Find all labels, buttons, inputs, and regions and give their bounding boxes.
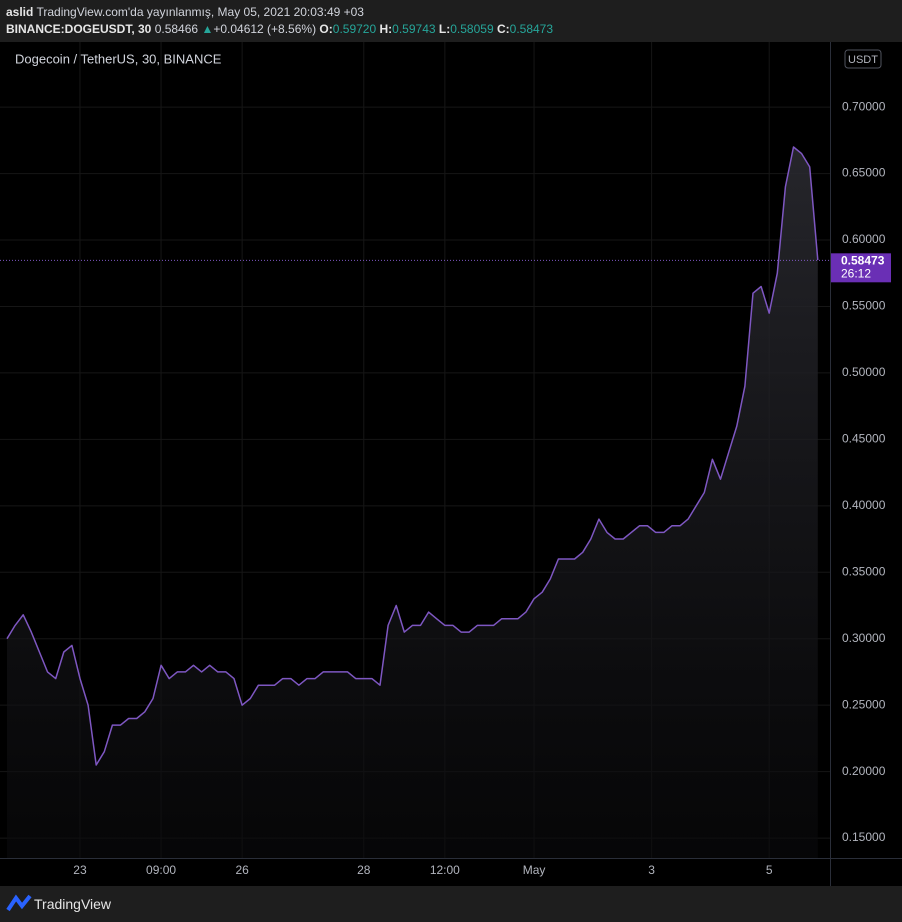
x-tick-label: 12:00	[430, 863, 460, 877]
low: 0.58059	[450, 22, 494, 36]
x-tick-label: 3	[648, 863, 655, 877]
high-label: H:	[379, 22, 393, 36]
header: aslid TradingView.com'da yayınlanmış, Ma…	[0, 0, 902, 42]
open: 0.59720	[332, 22, 377, 36]
y-tick-label: 0.70000	[842, 99, 886, 113]
countdown: 26:12	[841, 266, 871, 280]
published: TradingView.com'da yayınlanmış, May 05, …	[36, 5, 364, 19]
change: +0.04612 (+8.56%)	[213, 22, 317, 36]
footer: TradingView	[0, 886, 902, 922]
y-tick-label: 0.35000	[842, 564, 886, 578]
chart-title: Dogecoin / TetherUS, 30, BINANCE	[15, 51, 222, 66]
x-tick-label: 26	[235, 863, 249, 877]
x-tick-label: 23	[73, 863, 87, 877]
close-label: C:	[496, 22, 510, 36]
y-tick-label: 0.30000	[842, 631, 886, 645]
y-tick-label: 0.50000	[842, 365, 886, 379]
y-tick-label: 0.65000	[842, 166, 886, 180]
y-tick-label: 0.15000	[842, 830, 886, 844]
currency: USDT	[848, 54, 878, 66]
y-tick-label: 0.55000	[842, 299, 886, 313]
last-price-label: 0.58473	[841, 253, 885, 267]
x-tick-label: 5	[766, 863, 773, 877]
up-arrow: ▲	[201, 22, 214, 36]
brand: TradingView	[34, 896, 112, 912]
x-tick-label: 09:00	[146, 863, 176, 877]
y-tick-label: 0.60000	[842, 232, 886, 246]
high: 0.59743	[392, 22, 436, 36]
header-line-2: BINANCE:DOGEUSDT, 30 0.58466 ▲+0.04612 (…	[6, 22, 553, 36]
x-tick-label: May	[523, 863, 546, 877]
last-price-badge	[831, 253, 891, 283]
low-label: L:	[438, 22, 451, 36]
last: 0.58466	[154, 22, 199, 36]
area	[7, 147, 818, 858]
close: 0.58473	[509, 22, 554, 36]
logo	[6, 894, 32, 912]
user: aslid	[6, 5, 34, 19]
symbol: BINANCE:DOGEUSDT, 30	[6, 22, 152, 36]
x-tick-label: 28	[357, 863, 371, 877]
chart: Dogecoin / TetherUS, 30, BINANCE USDT 0.…	[0, 42, 902, 886]
y-tick-label: 0.40000	[842, 498, 886, 512]
currency-badge	[844, 49, 882, 69]
y-tick-label: 0.25000	[842, 697, 886, 711]
y-tick-label: 0.45000	[842, 432, 886, 446]
header-line-1: aslid TradingView.com'da yayınlanmış, Ma…	[6, 5, 364, 19]
open-label: O:	[319, 22, 333, 36]
y-tick-label: 0.20000	[842, 764, 886, 778]
price-line	[6, 146, 819, 766]
